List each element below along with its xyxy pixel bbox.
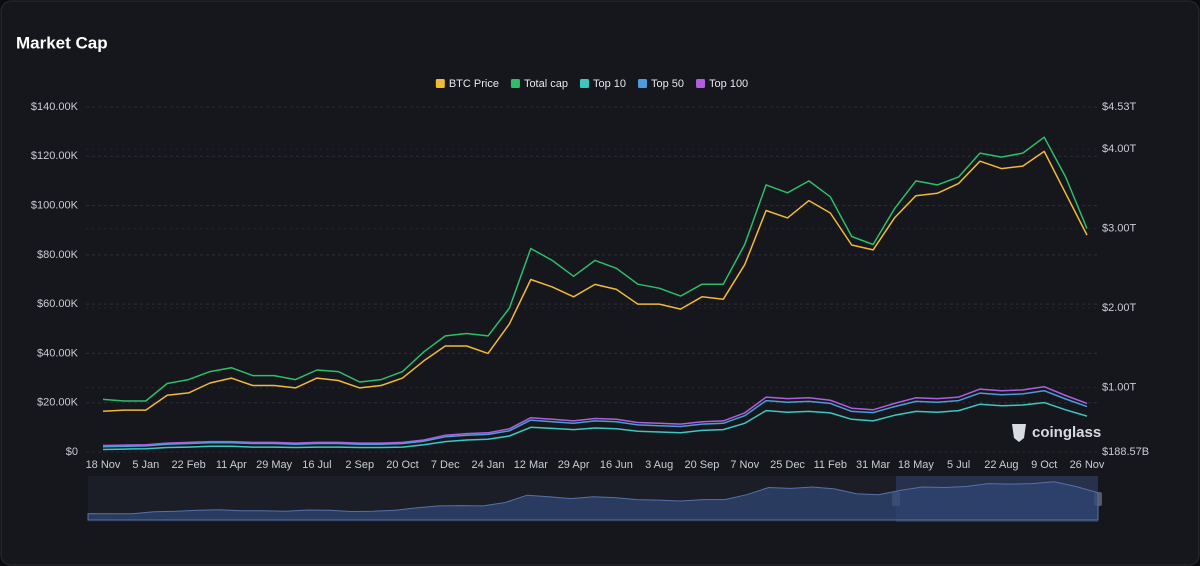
x-tick-label: 5 Jul <box>947 459 970 471</box>
legend: BTC Price Total cap Top 10 Top 50 Top 100 <box>435 78 748 90</box>
legend-swatch <box>579 79 589 88</box>
legend-swatch <box>696 79 706 88</box>
y2-tick-label: $3.00T <box>1102 222 1137 234</box>
y-tick-label: $140.00K <box>31 101 79 113</box>
chart-title: Market Cap <box>16 33 108 52</box>
legend-swatch <box>510 79 520 88</box>
y2-tick-label: $188.57B <box>1102 446 1149 458</box>
x-tick-label: 5 Jan <box>132 459 159 471</box>
series-line <box>102 150 1088 413</box>
x-tick-label: 18 Nov <box>86 459 121 471</box>
x-tick-label: 22 Aug <box>984 459 1018 471</box>
series-line <box>102 401 1088 451</box>
series-line <box>102 389 1088 448</box>
watermark-icon <box>1012 424 1026 442</box>
series-line <box>102 385 1088 447</box>
x-tick-label: 18 May <box>898 459 935 471</box>
x-tick-label: 24 Jan <box>472 459 505 471</box>
x-tick-label: 22 Feb <box>171 459 205 471</box>
x-tick-label: 7 Nov <box>730 459 759 471</box>
y-tick-label: $120.00K <box>31 150 79 162</box>
y2-tick-label: $2.00T <box>1102 302 1137 314</box>
navigator-area <box>87 481 1099 521</box>
y-tick-label: $40.00K <box>37 347 79 359</box>
y-tick-label: $60.00K <box>37 298 79 310</box>
x-tick-label: 2 Sep <box>345 459 374 471</box>
x-tick-label: 20 Sep <box>685 459 720 471</box>
x-tick-label: 26 Nov <box>1070 459 1105 471</box>
watermark-text: coinglass <box>1032 424 1101 441</box>
y-tick-label: $0 <box>66 446 78 458</box>
y2-tick-label: $4.53T <box>1102 101 1137 113</box>
x-tick-label: 3 Aug <box>645 459 673 471</box>
x-tick-label: 31 Mar <box>856 459 891 471</box>
legend-swatch <box>435 79 445 88</box>
legend-label: Top 10 <box>593 78 626 90</box>
y2-tick-label: $4.00T <box>1102 143 1137 155</box>
series-line <box>102 136 1088 402</box>
y-tick-label: $100.00K <box>31 199 79 211</box>
y2-tick-label: $1.00T <box>1102 381 1137 393</box>
x-tick-label: 16 Jun <box>600 459 633 471</box>
legend-swatch <box>638 79 647 88</box>
x-tick-label: 11 Feb <box>814 459 847 471</box>
x-tick-label: 16 Jul <box>302 459 331 471</box>
watermark: coinglass <box>1012 424 1101 442</box>
x-tick-label: 7 Dec <box>431 459 460 471</box>
x-tick-label: 20 Oct <box>386 459 418 471</box>
legend-label: Top 100 <box>709 78 748 90</box>
x-tick-label: 12 Mar <box>514 459 549 471</box>
x-tick-label: 11 Apr <box>216 459 247 471</box>
x-tick-label: 9 Oct <box>1031 459 1057 471</box>
y-tick-label: $80.00K <box>37 249 79 261</box>
x-tick-label: 29 May <box>256 459 293 471</box>
x-tick-label: 29 Apr <box>558 459 590 471</box>
x-tick-label: 25 Dec <box>770 459 805 471</box>
legend-label: BTC Price <box>449 78 499 90</box>
legend-label: Total cap <box>524 78 568 90</box>
legend-label: Top 50 <box>651 78 684 90</box>
y-tick-label: $20.00K <box>37 397 79 409</box>
